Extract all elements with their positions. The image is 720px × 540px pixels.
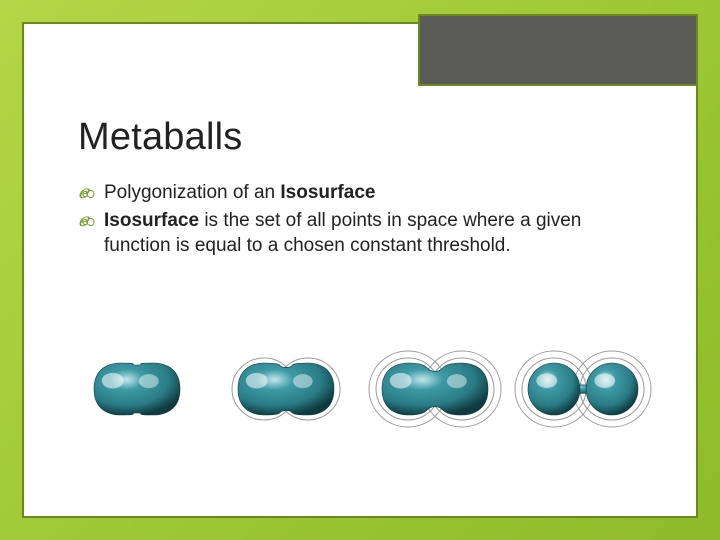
metaball-figure-row <box>68 334 652 444</box>
bullet-icon: ℯ <box>78 185 96 199</box>
bullet-item: ℯ Polygonization of an Isosurface <box>78 181 642 205</box>
header-accent-box <box>418 14 698 86</box>
metaball-stage-1 <box>68 339 208 439</box>
slide-title: Metaballs <box>78 116 642 159</box>
bullet-text-bold: Isosurface <box>104 210 199 231</box>
bullet-list: ℯ Polygonization of an Isosurface ℯ Isos… <box>78 181 642 258</box>
bullet-text-bold: Isosurface <box>280 182 375 203</box>
slide-background: Metaballs ℯ Polygonization of an Isosurf… <box>0 0 720 540</box>
bullet-icon: ℯ <box>78 213 96 227</box>
metaball-stage-3 <box>364 339 504 439</box>
metaball-stage-2 <box>216 339 356 439</box>
bullet-text-pre: Polygonization of an <box>104 182 280 203</box>
content-panel: Metaballs ℯ Polygonization of an Isosurf… <box>22 22 698 518</box>
content-area: Metaballs ℯ Polygonization of an Isosurf… <box>78 116 642 262</box>
metaball-stage-4 <box>512 339 652 439</box>
bullet-item: ℯ Isosurface is the set of all points in… <box>78 209 642 258</box>
